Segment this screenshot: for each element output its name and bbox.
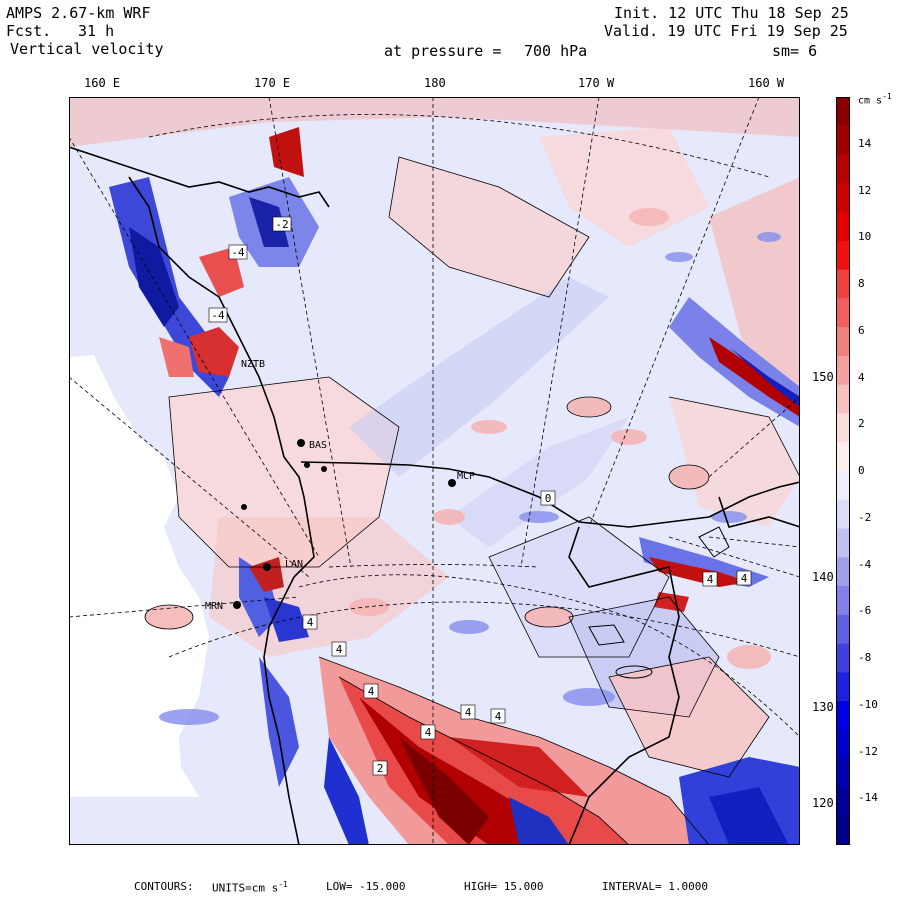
colorbar-label: 10 (858, 230, 872, 244)
colorbar-segment (836, 413, 850, 443)
svg-text:4: 4 (465, 706, 472, 719)
colorbar-segment (836, 758, 850, 788)
svg-text:4: 4 (741, 572, 748, 585)
svg-text:4: 4 (307, 616, 314, 629)
colorbar-segment (836, 816, 850, 845)
colorbar-segment (836, 672, 850, 702)
svg-text:4: 4 (495, 710, 502, 723)
station-label-mrn: MRN (205, 601, 223, 612)
vertical-velocity-map: BAS MCP MRN LAN NZTB 4 4 4 4 4 4 4 4 -4 … (69, 97, 800, 845)
colorbar-label: -12 (858, 744, 878, 758)
colorbar-segment (836, 384, 850, 414)
colorbar-segment (836, 442, 850, 472)
colorbar-label: 14 (858, 136, 872, 150)
lon-tick: 180 (424, 76, 446, 90)
svg-text:-4: -4 (211, 309, 225, 322)
footer-units: UNITS=cm s-1 (212, 880, 288, 895)
svg-text:-4: -4 (231, 246, 245, 259)
colorbar-label: -14 (858, 791, 878, 805)
colorbar-label: -6 (858, 604, 872, 618)
colorbar-label: 8 (858, 277, 865, 290)
colorbar-segment (836, 125, 850, 156)
footer-high: HIGH= 15.000 (464, 880, 544, 893)
lon-tick: 160 W (748, 76, 785, 90)
field-name: Vertical velocity (10, 40, 164, 58)
init-time: Init. 12 UTC Thu 18 Sep 25 (614, 4, 849, 22)
svg-text:-2: -2 (275, 218, 288, 231)
model-title: AMPS 2.67-km WRF (6, 4, 151, 22)
colorbar-label: -10 (858, 697, 878, 711)
colorbar-segment (836, 183, 850, 213)
colorbar-segment (836, 471, 850, 501)
station-label-mcp: MCP (457, 471, 475, 482)
colorbar-segment (836, 557, 850, 587)
station-markers (233, 439, 456, 609)
colorbar-label: -8 (858, 651, 872, 664)
colorbar-segment (836, 701, 850, 731)
colorbar-unit: cm s-1 (858, 92, 892, 107)
contour-labels: 4 4 4 4 4 4 4 4 -4 -4 0 -2 2 (208, 216, 752, 776)
svg-text:4: 4 (707, 573, 714, 586)
colorbar-segment (836, 154, 850, 184)
valid-time: Valid. 19 UTC Fri 19 Sep 25 (604, 22, 848, 40)
lon-tick: 170 W (578, 76, 615, 90)
colorbar-segment (836, 298, 850, 328)
forecast-hour: 31 h (78, 22, 115, 40)
footer-interval: INTERVAL= 1.0000 (602, 880, 708, 893)
colorbar-segment (836, 643, 850, 673)
colorbar-segment (836, 355, 850, 386)
smoothing: sm= 6 (772, 42, 818, 60)
colorbar-segment (836, 614, 850, 645)
colorbar-label: 4 (858, 370, 865, 384)
colorbar-segment (836, 97, 850, 127)
colorbar-segment (836, 528, 850, 558)
pressure-value: 700 hPa (524, 42, 588, 60)
no-data-region (69, 355, 209, 797)
station-label-nztb: NZTB (241, 359, 265, 370)
colorbar-label: 2 (858, 417, 865, 431)
svg-text:4: 4 (425, 726, 432, 739)
colorbar-label: 0 (858, 464, 865, 477)
colorbar-segment (836, 212, 850, 242)
footer-contours: CONTOURS: (134, 880, 194, 893)
station-label-lan: LAN (285, 559, 303, 570)
colorbar-segment (836, 327, 850, 357)
footer-low: LOW= -15.000 (326, 880, 406, 893)
colorbar-segment (836, 729, 850, 760)
svg-text:0: 0 (545, 492, 552, 505)
colorbar-label: -4 (858, 557, 872, 571)
pressure-label: at pressure = (384, 42, 502, 60)
svg-text:2: 2 (377, 762, 384, 775)
lon-tick: 160 E (84, 76, 121, 90)
svg-text:4: 4 (368, 685, 375, 698)
colorbar-segment (836, 586, 850, 616)
colorbar-label: 6 (858, 323, 865, 337)
colorbar-label: -2 (858, 510, 872, 524)
colorbar-label: 12 (858, 183, 872, 197)
colorbar-segment (836, 269, 850, 299)
colorbar-segment (836, 240, 850, 271)
colorbar-segment (836, 499, 850, 530)
lon-tick: 170 E (254, 76, 291, 90)
forecast-label: Fcst. (6, 22, 52, 40)
colorbar-segment (836, 787, 850, 817)
station-label-bas: BAS (309, 440, 327, 451)
colorbar (836, 97, 850, 845)
svg-text:4: 4 (336, 643, 343, 656)
